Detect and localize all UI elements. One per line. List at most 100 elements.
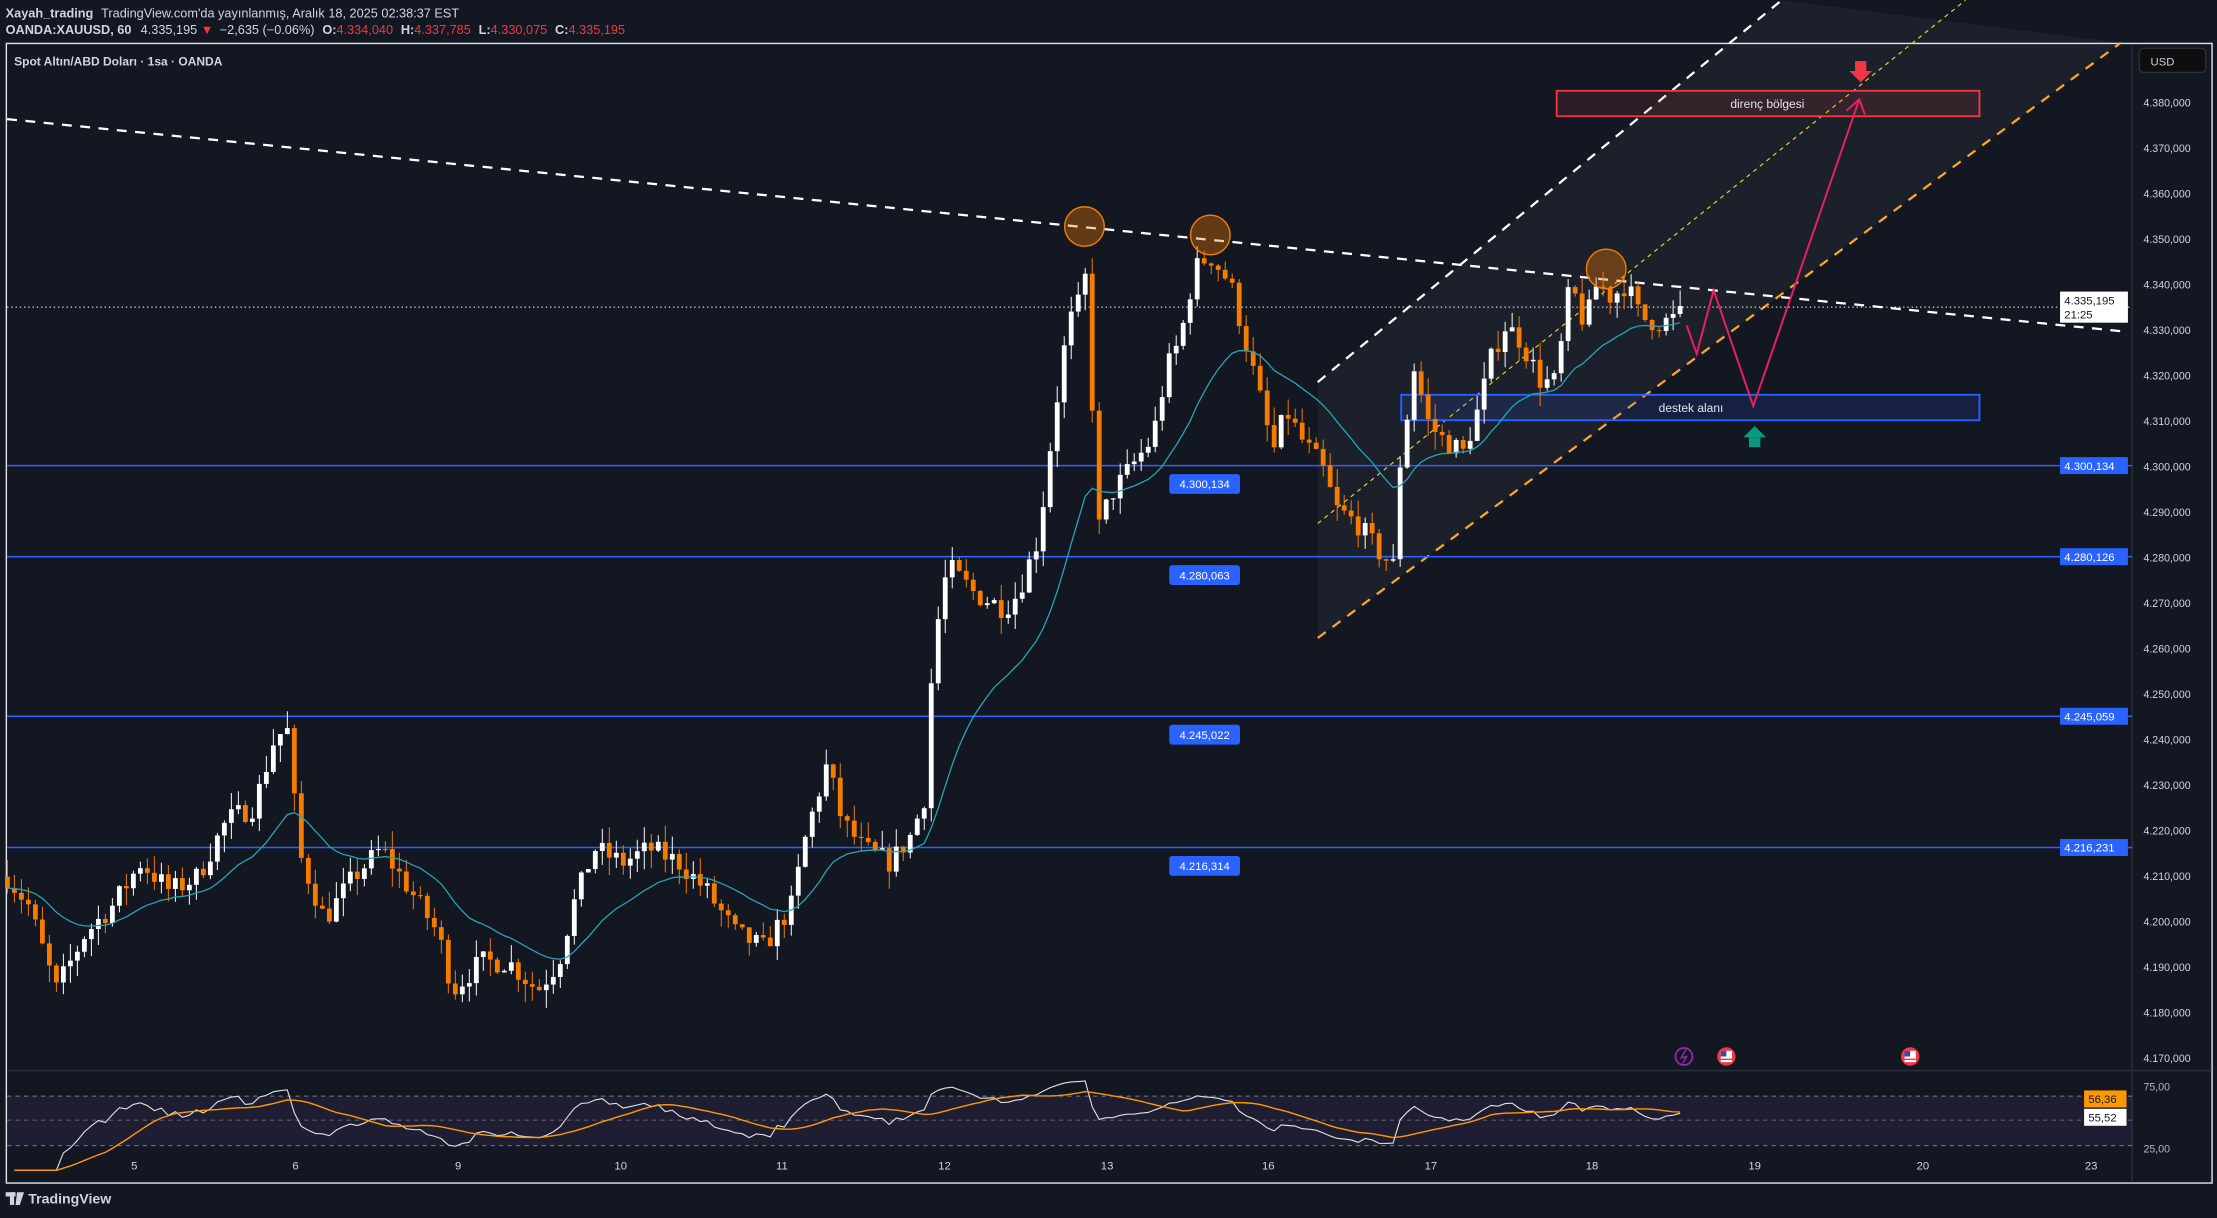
top-circle-2[interactable] <box>1189 214 1231 256</box>
us-flag-icon[interactable] <box>1717 1047 1736 1066</box>
price-tick: 4.310,000 <box>2143 416 2190 428</box>
channel-upper-line[interactable] <box>1317 0 1783 383</box>
candle <box>739 924 745 928</box>
candle <box>1040 507 1046 552</box>
price-tick: 4.320,000 <box>2143 370 2190 382</box>
candle <box>634 851 640 859</box>
candle <box>1334 486 1340 506</box>
author-name[interactable]: Xayah_trading <box>6 5 94 20</box>
candle <box>4 876 10 889</box>
candle <box>1516 327 1522 348</box>
arrow-down-icon[interactable] <box>1849 61 1873 83</box>
candle <box>1509 327 1515 332</box>
candle <box>1369 523 1375 534</box>
level-mid-label: 4.216,314 <box>1180 861 1230 873</box>
candle <box>543 984 549 991</box>
price-tick: 4.270,000 <box>2143 598 2190 610</box>
us-flag-icon[interactable] <box>1900 1047 1920 1066</box>
candle <box>438 927 444 940</box>
candle <box>928 683 934 809</box>
high-value: 4.337,785 <box>414 22 471 37</box>
candle <box>1397 467 1403 560</box>
candle <box>1110 498 1116 500</box>
candle <box>1628 286 1634 297</box>
candle <box>116 886 122 906</box>
candle <box>942 577 948 620</box>
time-tick: 23 <box>2085 1161 2098 1173</box>
price-tick: 4.280,000 <box>2143 552 2190 564</box>
candle <box>781 919 787 925</box>
candle <box>900 846 906 853</box>
candle <box>235 805 241 810</box>
price-axis[interactable]: 4.380,000 4.370,000 4.360,000 4.350,000 4.34… <box>2143 97 2190 1065</box>
candle <box>1411 371 1417 420</box>
candle <box>137 868 143 874</box>
descending-trendline[interactable] <box>6 117 2121 333</box>
top-circle-1[interactable] <box>1063 206 1105 248</box>
candle <box>305 857 311 884</box>
candle <box>1579 293 1585 325</box>
candle <box>39 919 45 944</box>
candle <box>109 905 115 924</box>
candle <box>151 872 157 882</box>
channel-lower-line[interactable] <box>1317 41 2122 639</box>
candle <box>550 976 556 985</box>
price-tick: 4.240,000 <box>2143 735 2190 747</box>
candle <box>403 871 409 892</box>
candle <box>837 777 843 817</box>
published-info: TradingView.com'da yayınlanmış, Aralık 1… <box>101 5 459 20</box>
candle <box>1222 269 1228 279</box>
candle <box>1061 345 1067 403</box>
candle <box>242 805 248 822</box>
candle <box>1460 440 1466 449</box>
price-tick: 4.370,000 <box>2143 143 2190 155</box>
candle <box>515 962 521 980</box>
currency-button[interactable]: USD <box>2138 47 2207 74</box>
resistance-zone[interactable]: direnç bölgesi <box>1555 89 1981 118</box>
candle <box>718 903 724 911</box>
candle <box>564 935 570 965</box>
price-tick: 4.220,000 <box>2143 826 2190 838</box>
candle <box>424 895 430 918</box>
arrow-up-icon[interactable] <box>1743 425 1766 448</box>
candle <box>67 960 73 967</box>
support-zone[interactable]: destek alanı <box>1400 393 1981 422</box>
bar-countdown: 21:25 <box>2064 309 2092 321</box>
candle <box>1383 559 1389 561</box>
time-tick: 5 <box>131 1161 137 1173</box>
candle <box>298 793 304 858</box>
candle <box>1523 347 1529 362</box>
tradingview-logo[interactable]: TradingView <box>5 1191 113 1207</box>
top-circle-3[interactable] <box>1585 248 1627 290</box>
candle <box>1418 371 1424 395</box>
lightning-icon[interactable] <box>1674 1047 1694 1066</box>
candle <box>746 927 752 943</box>
candle <box>494 959 500 973</box>
candle <box>1327 465 1333 487</box>
channel-mid-line[interactable] <box>1317 0 1966 524</box>
projection-path[interactable] <box>1685 98 1861 410</box>
price-tick: 4.200,000 <box>2143 917 2190 929</box>
price-tick: 4.340,000 <box>2143 279 2190 291</box>
open-label: O: <box>322 22 336 37</box>
candle <box>46 943 52 966</box>
candle <box>459 986 465 995</box>
candle <box>907 834 913 853</box>
candle <box>1446 435 1452 454</box>
candle <box>291 728 297 794</box>
header-line-2: OANDA:XAUUSD, 60 4.335,195 ▼ −2,635 (−0.… <box>6 22 625 37</box>
time-axis[interactable]: 5 6 9 10 11 12 13 16 17 18 19 20 23 <box>131 1161 2097 1173</box>
candle <box>333 898 339 922</box>
candle <box>1467 440 1473 449</box>
candle <box>11 888 17 893</box>
candle <box>984 603 990 606</box>
candle <box>53 965 59 983</box>
candle <box>1005 614 1011 619</box>
candle <box>935 619 941 684</box>
candle <box>74 951 80 961</box>
candle <box>865 837 871 842</box>
candle <box>613 852 619 858</box>
candle <box>809 811 815 837</box>
candle <box>200 868 206 876</box>
